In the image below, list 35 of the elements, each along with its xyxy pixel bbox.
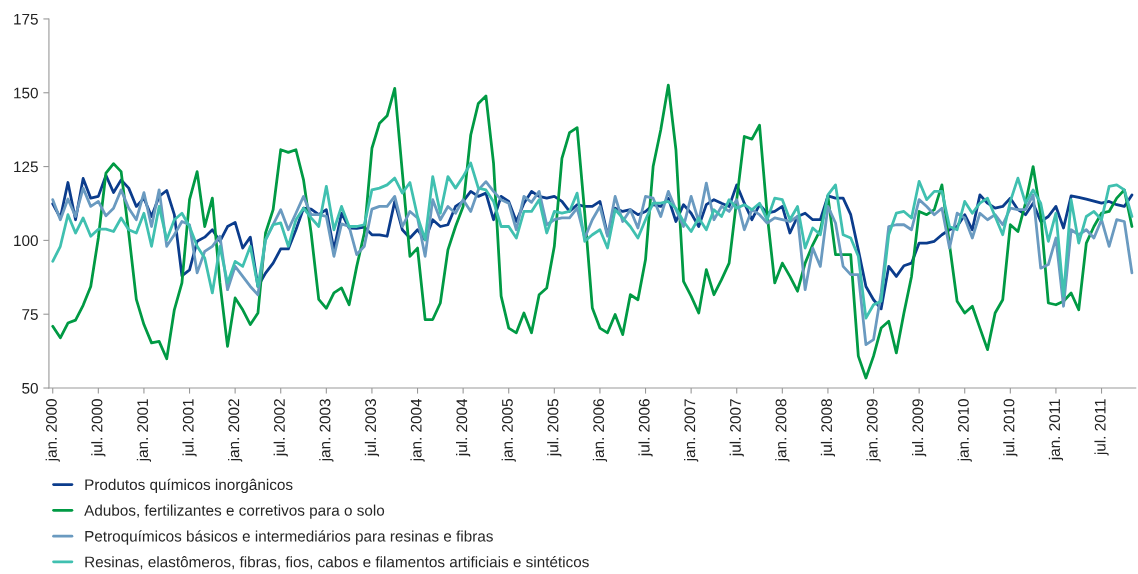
x-tick-label: jan. 2005 <box>501 399 516 462</box>
y-tick-label: 50 <box>22 382 38 394</box>
x-tick-label: jan. 2008 <box>775 399 790 462</box>
x-tick-label: jan. 2003 <box>319 399 334 462</box>
x-tick-label: jul. 2002 <box>273 399 288 457</box>
x-tick-label: jan. 2009 <box>866 399 881 462</box>
legend-label: Adubos, fertilizantes e corretivos para o solo <box>84 504 385 519</box>
x-tick-label: jul. 2009 <box>912 399 927 457</box>
x-tick-label: jul. 2004 <box>456 398 471 457</box>
x-tick-label: jan. 2007 <box>684 399 699 462</box>
y-tick-label: 150 <box>14 87 38 99</box>
x-tick-label: jul. 2000 <box>91 399 106 457</box>
y-tick-label: 100 <box>14 235 38 247</box>
line-series <box>51 83 1134 380</box>
x-tick-label: jul. 2008 <box>820 399 836 457</box>
x-tick-label: jan. 2010 <box>957 399 972 462</box>
x-tick-label: jan. 2000 <box>45 399 60 462</box>
legend-label: Resinas, elastômeros, fibras, fios, cabos e filamentos artificiais e sintéticos <box>85 555 589 570</box>
x-tick-label: jul. 2006 <box>638 399 653 457</box>
x-tick-label: jan. 2002 <box>228 399 243 462</box>
legend-label: Petroquímicos básicos e intermediários para resinas e fibras <box>85 530 493 545</box>
x-tick-label: jan. 2011 <box>1048 399 1064 461</box>
y-tick-label: 75 <box>22 309 38 320</box>
x-tick-label: jul. 2001 <box>182 399 197 457</box>
x-tick-label: jul. 2005 <box>547 399 562 457</box>
x-tick-label: jul. 2011 <box>1094 399 1109 456</box>
x-tick-label: jul. 2007 <box>729 399 744 457</box>
y-tick-label: 125 <box>14 161 38 173</box>
x-tick-label: jan. 2006 <box>592 399 608 462</box>
legend-label: Produtos químicos inorgânicos <box>85 478 293 494</box>
y-tick-label: 175 <box>14 13 38 25</box>
x-tick-label: jan. 2001 <box>136 399 152 462</box>
x-tick-label: jul. 2010 <box>1003 399 1018 457</box>
x-tick-label: jul. 2003 <box>364 399 380 457</box>
x-tick-label: jan. 2004 <box>410 398 425 462</box>
